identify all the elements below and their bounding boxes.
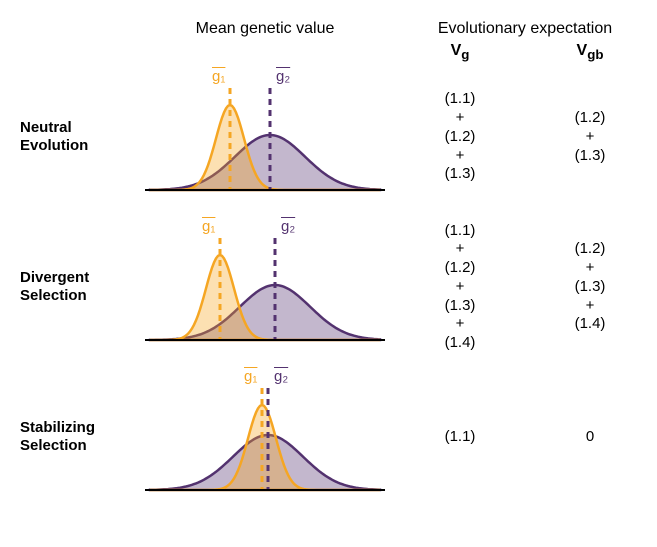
vg-cell: (1.1)+(1.2)+(1.3) xyxy=(400,90,520,184)
header-vgb: Vgb xyxy=(530,42,650,62)
g2-label: g₂ xyxy=(276,68,290,85)
chart-cell: g₁ g₂ xyxy=(140,362,390,512)
g1-label: g₁ xyxy=(244,368,257,385)
header-evolutionary-expectation: Evolutionary expectation xyxy=(400,20,650,38)
vgb-cell: (1.2)+(1.3)+(1.4) xyxy=(530,240,650,334)
figure-grid: Mean genetic valueEvolutionary expectati… xyxy=(20,20,637,512)
row-label: NeutralEvolution xyxy=(20,119,130,155)
chart-cell: g₁ g₂ xyxy=(140,212,390,362)
g1-label: g₁ xyxy=(212,68,225,85)
chart-cell: g₁ g₂ xyxy=(140,62,390,212)
vgb-cell: (1.2)+(1.3) xyxy=(530,109,650,165)
vg-cell: (1.1)+(1.2)+(1.3)+(1.4) xyxy=(400,222,520,353)
g2-label: g₂ xyxy=(281,218,295,235)
header-mean-genetic-value: Mean genetic value xyxy=(140,20,390,38)
vg-cell: (1.1) xyxy=(400,428,520,447)
row-label: DivergentSelection xyxy=(20,269,130,305)
g1-label: g₁ xyxy=(202,218,215,235)
header-vg: Vg xyxy=(400,42,520,62)
g2-label: g₂ xyxy=(274,368,288,385)
row-label: StabilizingSelection xyxy=(20,419,130,455)
vgb-cell: 0 xyxy=(530,428,650,447)
